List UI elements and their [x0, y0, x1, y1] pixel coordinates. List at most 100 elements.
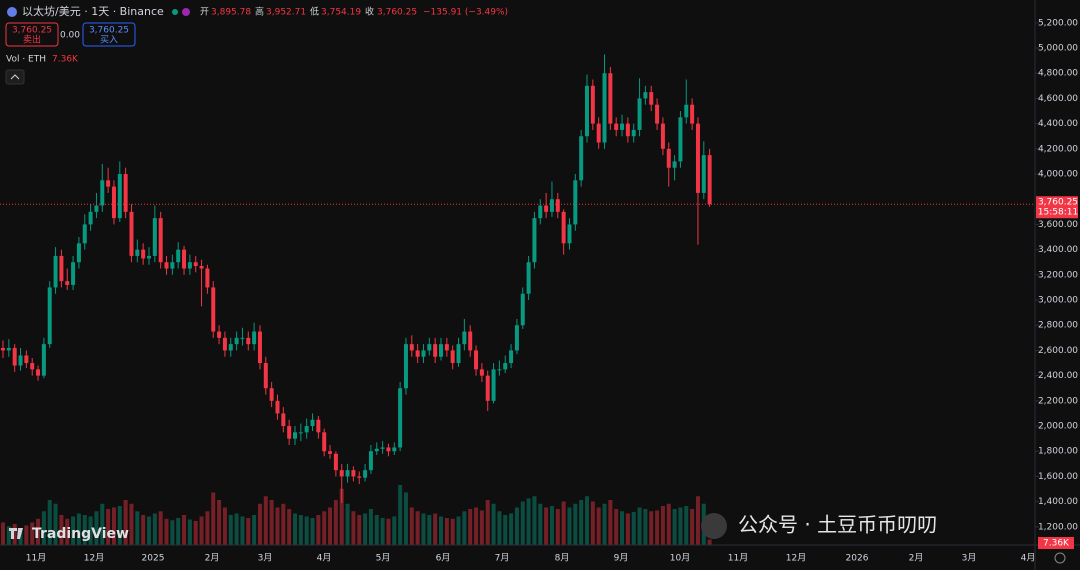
y-tick-label: 4,200.00	[1038, 144, 1078, 154]
y-tick-label: 2,600.00	[1038, 346, 1078, 356]
volume-bar	[228, 515, 233, 545]
candle-body	[76, 243, 81, 263]
y-tick-label: 4,600.00	[1038, 94, 1078, 104]
candle-body	[158, 218, 163, 263]
volume-bar	[409, 507, 414, 545]
x-tick-label: 3月	[962, 553, 977, 564]
y-tick-label: 3,000.00	[1038, 296, 1078, 306]
volume-bar	[12, 524, 17, 545]
volume-bar	[263, 496, 268, 545]
y-tick-label: 2,800.00	[1038, 321, 1078, 331]
volume-bar	[474, 507, 479, 545]
candle-body	[36, 369, 41, 376]
candle-body	[684, 104, 689, 118]
candle-body	[631, 129, 636, 137]
candle-body	[579, 136, 584, 181]
volume-bar	[503, 515, 508, 545]
volume-axis-label: 7.36K	[1043, 539, 1070, 549]
candle-body	[608, 73, 613, 124]
volume-bar	[141, 515, 146, 545]
y-tick-label: 4,000.00	[1038, 170, 1078, 180]
candle-body	[257, 331, 262, 364]
candle-body	[427, 344, 432, 351]
x-tick-label: 2026	[846, 554, 869, 564]
settings-icon[interactable]	[1054, 552, 1066, 564]
volume-bar	[281, 503, 286, 545]
candle-body	[71, 262, 76, 285]
volume-bar	[590, 501, 595, 545]
candle-body	[30, 363, 35, 370]
candle-body	[643, 92, 648, 99]
volume-bar	[88, 516, 93, 545]
candle-body	[614, 123, 619, 130]
x-tick-label: 2025	[142, 554, 165, 564]
candle-body	[94, 205, 99, 212]
candle-body	[660, 123, 665, 149]
candle-body	[701, 155, 706, 193]
volume-bar	[176, 518, 181, 545]
volume-label-box	[1038, 537, 1074, 549]
candle-body	[199, 266, 204, 269]
candle-body	[357, 476, 362, 478]
volume-bar	[111, 507, 116, 545]
volume-bar	[620, 511, 625, 545]
volume-bar	[561, 501, 566, 545]
candle-body	[351, 470, 356, 477]
plot-area	[0, 54, 1035, 545]
volume-bar	[538, 503, 543, 545]
volume-bar	[532, 496, 537, 545]
volume-bar	[660, 506, 665, 545]
volume-bar	[328, 507, 333, 545]
candle-body	[561, 211, 566, 244]
volume-bar	[398, 485, 403, 545]
volume-bar	[257, 503, 262, 545]
sell-label: 卖出	[23, 34, 41, 46]
candle-body	[514, 325, 519, 351]
candle-body	[415, 350, 420, 357]
y-tick-label: 2,400.00	[1038, 371, 1078, 381]
last-price-box	[1036, 196, 1078, 219]
candle-body	[88, 211, 93, 225]
y-tick-label: 3,600.00	[1038, 220, 1078, 230]
candle-body	[217, 331, 222, 338]
volume-bar	[217, 500, 222, 545]
candle-body	[6, 347, 11, 351]
sell-button[interactable]	[5, 22, 59, 47]
change-value: −135.91 (−3.49%)	[423, 8, 508, 18]
collapse-button[interactable]	[5, 69, 25, 85]
volume-bar	[672, 509, 677, 545]
symbol-icon	[7, 7, 17, 17]
candle-body	[211, 287, 216, 332]
volume-bar	[549, 506, 554, 545]
candle-body	[695, 123, 700, 193]
volume-bar	[462, 511, 467, 545]
open-label: 开	[200, 7, 209, 18]
candle-body	[363, 470, 368, 478]
volume-bar	[47, 500, 52, 545]
x-tick-label: 4月	[1021, 553, 1036, 564]
y-tick-label: 1,800.00	[1038, 447, 1078, 457]
volume-bar	[240, 516, 245, 545]
candle-body	[555, 199, 560, 212]
candle-body	[666, 148, 671, 168]
volume-bar	[444, 518, 449, 545]
volume-bar	[450, 518, 455, 545]
volume-bar	[573, 503, 578, 545]
volume-bar	[322, 511, 327, 545]
volume-bar	[439, 516, 443, 545]
symbol[interactable]: 以太坊/美元 · 1天 · Binance	[22, 4, 164, 18]
buy-button[interactable]	[82, 22, 136, 47]
candle-body	[152, 218, 157, 256]
candle-body	[141, 249, 146, 259]
volume-bar	[129, 503, 134, 545]
candle-body	[573, 180, 578, 225]
candle-body	[439, 344, 443, 357]
volume-bar	[76, 513, 81, 545]
volume-bar	[82, 515, 87, 545]
volume-title: Vol · ETH	[6, 55, 46, 65]
countdown: 15:58:11	[1038, 208, 1078, 218]
volume-bar	[147, 516, 151, 545]
volume-bar	[246, 518, 251, 545]
candle-body	[409, 344, 414, 351]
